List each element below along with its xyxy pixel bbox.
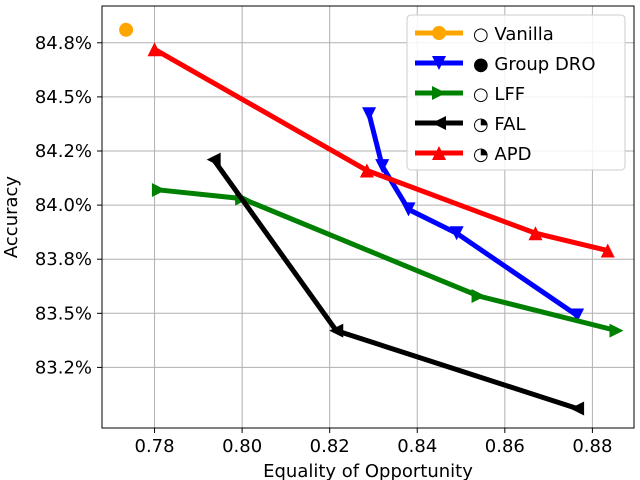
- legend-marker: [432, 86, 446, 100]
- data-point: [119, 22, 134, 37]
- legend-marker: [432, 26, 446, 40]
- series-apd: [147, 42, 615, 258]
- legend-label: ○ Vanilla: [473, 24, 554, 45]
- x-axis-label: Equality of Opportunity: [263, 461, 473, 480]
- x-tick-label: 0.86: [485, 436, 525, 457]
- data-point: [528, 226, 543, 241]
- x-axis-ticks: 0.78 0.80 0.82 0.84 0.86 0.88: [135, 428, 612, 457]
- data-point: [570, 401, 585, 416]
- data-point: [471, 288, 486, 303]
- x-tick-label: 0.80: [222, 436, 262, 457]
- y-tick-label: 83.2%: [35, 357, 92, 378]
- data-point: [147, 42, 162, 57]
- legend-item: ◔ FAL: [415, 114, 525, 135]
- series-fal: [206, 152, 585, 416]
- legend-label: ● Group DRO: [473, 54, 595, 75]
- data-point: [151, 182, 166, 197]
- legend-marker: [432, 56, 446, 70]
- x-tick-label: 0.88: [572, 436, 612, 457]
- data-point: [362, 107, 377, 122]
- series-lff: [151, 182, 624, 338]
- data-point: [359, 163, 374, 178]
- legend-label: ◔ FAL: [473, 114, 525, 135]
- series-vanilla: [119, 22, 134, 37]
- series-group-dro: [362, 107, 585, 323]
- data-point: [600, 243, 615, 258]
- legend-marker: [432, 116, 446, 130]
- series-line: [153, 47, 609, 253]
- y-tick-label: 84.2%: [35, 141, 92, 162]
- legend-item: ○ Vanilla: [415, 24, 554, 45]
- legend-label: ○ LFF: [473, 84, 525, 105]
- x-tick-label: 0.78: [135, 436, 175, 457]
- data-point: [609, 323, 624, 338]
- plot-series: [119, 22, 624, 416]
- series-line: [211, 158, 578, 411]
- y-tick-label: 83.5%: [35, 303, 92, 324]
- series-line: [158, 187, 618, 334]
- data-point: [449, 226, 464, 241]
- y-tick-label: 84.8%: [35, 33, 92, 54]
- legend-box: [406, 14, 626, 171]
- y-axis-label: Accuracy: [1, 176, 22, 259]
- y-tick-label: 83.8%: [35, 249, 92, 270]
- data-point: [206, 152, 221, 167]
- legend-item: ○ LFF: [415, 84, 525, 105]
- y-tick-label: 84.0%: [35, 195, 92, 216]
- plot-frame: [101, 5, 635, 429]
- legend-item: ● Group DRO: [415, 54, 595, 75]
- data-point: [329, 323, 344, 338]
- data-point: [570, 308, 585, 323]
- legend-label: ◔ APD: [473, 144, 531, 165]
- y-tick-label: 84.5%: [35, 87, 92, 108]
- legend-item: ◔ APD: [415, 144, 531, 165]
- x-tick-label: 0.84: [397, 436, 437, 457]
- legend-marker: [432, 146, 446, 160]
- x-tick-label: 0.82: [310, 436, 350, 457]
- legend: ○ Vanilla ● Group DRO ○ LFF ◔ FAL ◔ APD: [406, 14, 626, 171]
- data-point: [375, 159, 390, 174]
- data-point: [401, 202, 416, 217]
- y-axis-ticks: 83.2% 83.5% 83.8% 84.0% 84.2% 84.5% 84.8%: [35, 33, 102, 378]
